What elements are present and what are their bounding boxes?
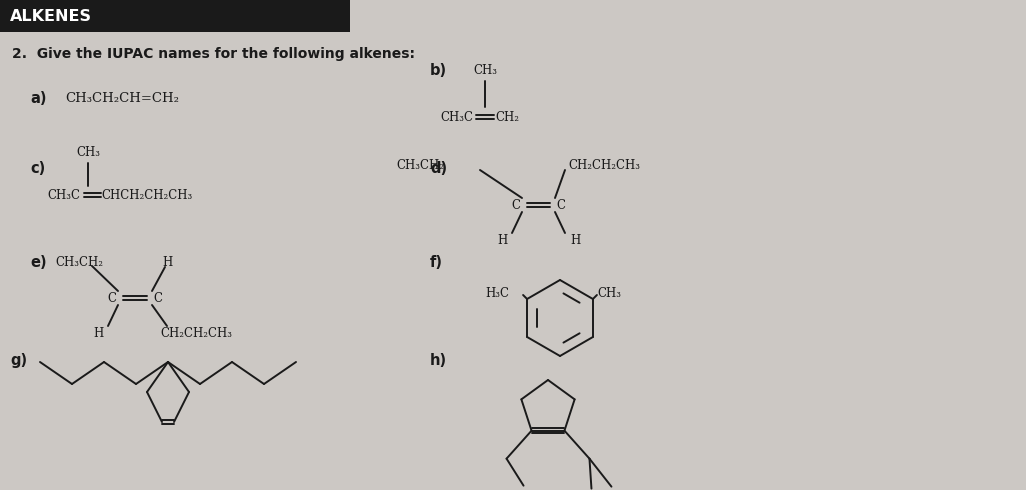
Text: e): e) (30, 254, 46, 270)
Text: C: C (556, 198, 565, 212)
Text: CH₃C: CH₃C (47, 189, 80, 201)
Text: CH₃: CH₃ (597, 287, 621, 299)
Text: H: H (93, 326, 104, 340)
Text: C: C (512, 198, 520, 212)
Text: CH₃: CH₃ (76, 146, 100, 158)
Text: CHCH₂CH₂CH₃: CHCH₂CH₂CH₃ (101, 189, 192, 201)
Text: d): d) (430, 161, 447, 175)
Text: a): a) (30, 91, 46, 105)
Text: f): f) (430, 254, 443, 270)
FancyBboxPatch shape (0, 0, 350, 32)
Text: h): h) (430, 352, 447, 368)
Text: CH₃CH₂CH=CH₂: CH₃CH₂CH=CH₂ (65, 92, 179, 104)
Text: CH₃: CH₃ (473, 64, 497, 76)
Text: CH₂CH₂CH₃: CH₂CH₂CH₃ (160, 326, 232, 340)
Text: CH₂: CH₂ (495, 111, 519, 123)
Text: H₃C: H₃C (485, 287, 509, 299)
Text: b): b) (430, 63, 447, 77)
Text: H: H (569, 234, 580, 246)
Text: CH₃CH₂: CH₃CH₂ (396, 158, 444, 172)
Text: c): c) (30, 161, 45, 175)
Text: ALKENES: ALKENES (10, 8, 92, 24)
Text: CH₂CH₂CH₃: CH₂CH₂CH₃ (568, 158, 640, 172)
Text: 2.  Give the IUPAC names for the following alkenes:: 2. Give the IUPAC names for the followin… (12, 47, 415, 61)
Text: H: H (162, 255, 172, 269)
Text: C: C (154, 292, 162, 304)
Text: H: H (497, 234, 507, 246)
Text: C: C (108, 292, 117, 304)
Text: g): g) (10, 352, 27, 368)
Text: CH₃C: CH₃C (440, 111, 473, 123)
Text: CH₃CH₂: CH₃CH₂ (55, 255, 103, 269)
